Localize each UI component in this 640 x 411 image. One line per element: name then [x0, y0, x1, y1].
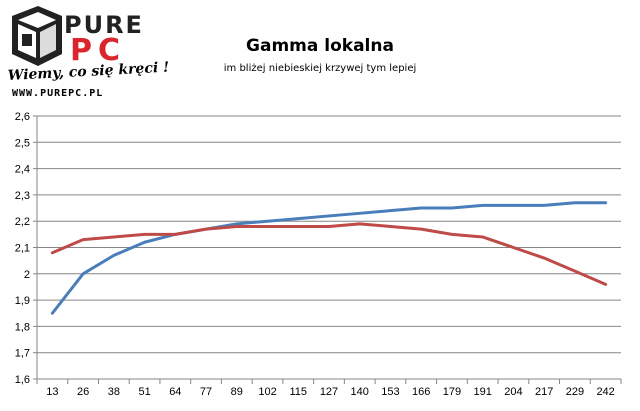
x-tick-label: 26 [77, 386, 89, 398]
series-lines [50, 201, 608, 315]
y-axis-tick-labels: 1,6 1,7 1,8 1,9 2 2,1 2,2 2,3 2,4 2,5 2,6 [15, 111, 30, 386]
series-line-1 [50, 201, 608, 315]
x-tick-label: 153 [381, 386, 399, 398]
y-tick-label: 2,4 [15, 164, 30, 176]
x-tick-label: 229 [566, 386, 584, 398]
logo-word-bottom: PC [70, 33, 126, 68]
y-tick-label: 2 [24, 269, 30, 281]
y-tick-label: 1,8 [15, 321, 30, 333]
logo-slogan: Wiemy, co się kręci ! [7, 60, 169, 84]
x-tick-label: 115 [289, 386, 307, 398]
y-tick-label: 1,9 [15, 295, 30, 307]
x-tick-label: 166 [412, 386, 430, 398]
x-tick-label: 204 [504, 386, 522, 398]
y-tick-label: 1,6 [15, 374, 30, 386]
x-tick-label: 13 [46, 386, 58, 398]
chart-title: Gamma lokalna [246, 36, 394, 56]
x-tick-label: 64 [169, 386, 181, 398]
purepc-logo: PURE PC Wiemy, co się kręci ! WWW.PUREPC… [7, 6, 170, 99]
y-tick-label: 2,1 [15, 243, 30, 255]
x-tick-label: 217 [535, 386, 553, 398]
x-tick-label: 191 [474, 386, 492, 398]
logo-word-top: PURE [64, 11, 144, 39]
y-tick-label: 2,3 [15, 190, 30, 202]
x-tick-label: 127 [320, 386, 338, 398]
gridlines [37, 115, 621, 354]
logo-cube-icon [12, 6, 62, 66]
x-tick-label: 102 [258, 386, 276, 398]
x-tick-label: 140 [351, 386, 369, 398]
y-tick-label: 2,2 [15, 216, 30, 228]
x-tick-label: 38 [108, 386, 120, 398]
y-tick-label: 1,7 [15, 348, 30, 360]
x-tick-label: 89 [231, 386, 243, 398]
y-tick-label: 2,5 [15, 137, 30, 149]
x-tick-label: 51 [138, 386, 150, 398]
x-tick-label: 242 [596, 386, 614, 398]
chart-subtitle: im bliżej niebieskiej krzywej tym lepiej [224, 63, 417, 74]
y-tick-label: 2,6 [15, 111, 30, 123]
logo-url: WWW.PUREPC.PL [12, 88, 103, 99]
x-tick-label: 77 [200, 386, 212, 398]
series-line-2 [50, 222, 608, 286]
x-tick-label: 179 [443, 386, 461, 398]
x-axis-tick-labels: 13 26 38 51 64 77 89 102 115 127 140 153 166 179 191 20… [46, 386, 615, 398]
axes [33, 115, 622, 384]
